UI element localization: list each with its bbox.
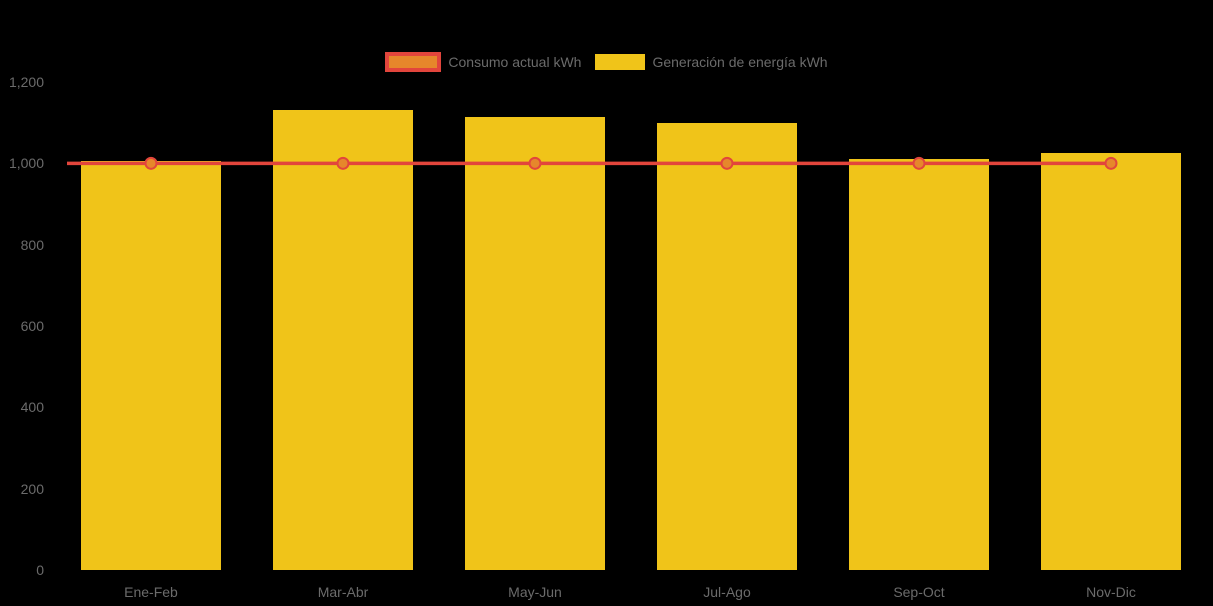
bar-mar-abr[interactable] [273, 110, 413, 570]
legend-label-generacion: Generación de energía kWh [652, 54, 828, 70]
chart-legend: Consumo actual kWh Generación de energía… [0, 50, 1213, 74]
y-tick-label: 1,000 [8, 155, 44, 172]
x-tick-label-jul-ago: Jul-Ago [703, 584, 751, 600]
line-point-ene-feb[interactable] [144, 156, 158, 170]
line-point-mar-abr[interactable] [336, 156, 350, 170]
legend-item-generacion[interactable]: Generación de energía kWh [595, 52, 828, 72]
line-point-sep-oct[interactable] [912, 156, 926, 170]
line-point-nov-dic[interactable] [1104, 156, 1118, 170]
x-tick-label-ene-feb: Ene-Feb [124, 584, 178, 600]
legend-item-consumo[interactable]: Consumo actual kWh [385, 52, 581, 72]
bar-sep-oct[interactable] [849, 159, 989, 570]
x-tick-label-may-jun: May-Jun [508, 584, 562, 600]
bar-nov-dic[interactable] [1041, 153, 1181, 570]
y-tick-label: 200 [20, 480, 44, 497]
bar-jul-ago[interactable] [657, 122, 797, 570]
x-tick-label-mar-abr: Mar-Abr [317, 584, 369, 600]
bar-may-jun[interactable] [465, 116, 605, 570]
generacion-legend-swatch-icon [595, 54, 646, 70]
y-tick-label: 400 [20, 399, 44, 416]
y-tick-label: 1,200 [8, 74, 44, 90]
y-tick-label: 800 [20, 236, 44, 253]
y-tick-label: 600 [20, 318, 44, 334]
x-tick-label-nov-dic: Nov-Dic [1086, 584, 1136, 600]
bar-ene-feb[interactable] [81, 161, 221, 570]
line-point-may-jun[interactable] [528, 156, 542, 170]
consumo-legend-swatch-icon [385, 52, 442, 72]
x-tick-label-sep-oct: Sep-Oct [893, 584, 945, 600]
legend-label-consumo: Consumo actual kWh [448, 54, 582, 70]
y-tick-label: 0 [36, 562, 44, 578]
line-point-jul-ago[interactable] [720, 156, 734, 170]
